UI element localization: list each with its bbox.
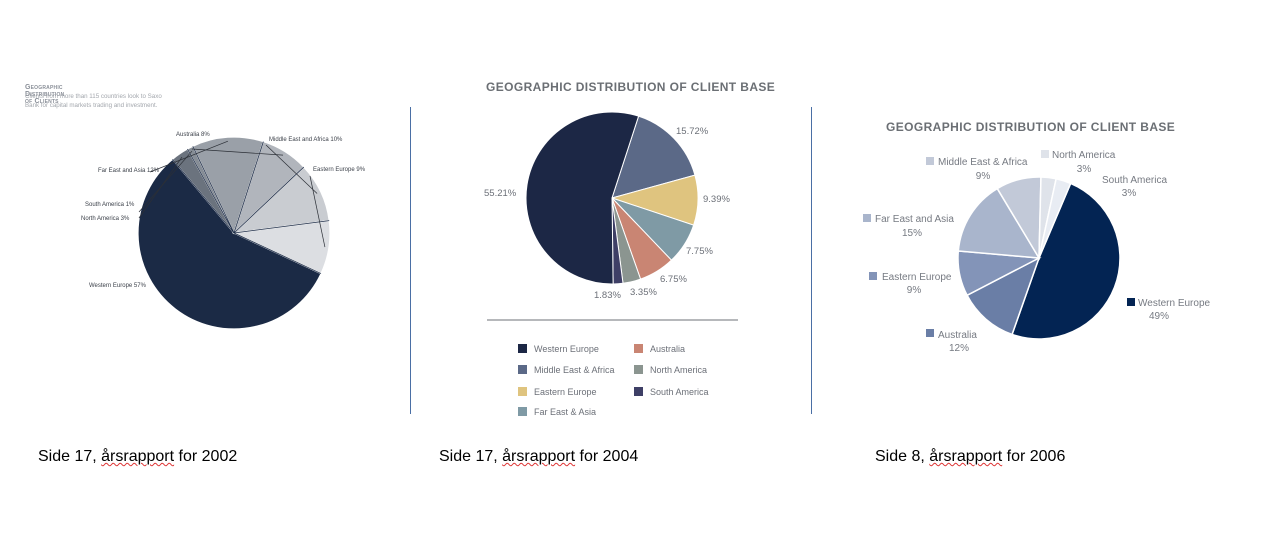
pie2002-label-middle-east-and-africa-10: Middle East and Africa 10%	[269, 137, 343, 143]
pie2004-legend-item-far-east-asia: Far East & Asia	[518, 407, 596, 417]
caption-2004-word: årsrapport	[502, 448, 576, 465]
pie2002-divider	[192, 146, 235, 234]
pie2004-legend-swatch	[634, 365, 643, 374]
chart-2002-subtitle: Clients from more than 115 countries loo…	[25, 93, 162, 109]
pie2006-slice-western-europe	[1011, 182, 1121, 340]
caption-2004-post: for 2004	[575, 448, 639, 465]
chart-2006-title: GEOGRAPHIC DISTRIBUTION OF CLIENT BASE	[886, 120, 1176, 134]
pie2006-legend-swatch-middle-east-africa	[926, 157, 934, 165]
pie2006-pct-middle-east-africa: 9%	[976, 171, 991, 182]
pie2006-legend-swatch-eastern-europe	[869, 272, 877, 280]
pie2002-slice-far-east-and-asia-12	[192, 136, 265, 235]
pie2006-pct-south-america: 3%	[1122, 188, 1137, 199]
caption-2006-post: for 2006	[1002, 448, 1066, 465]
pie2006-pct-eastern-europe: 9%	[907, 285, 922, 296]
pie2006-label-north-america: North America	[1052, 150, 1116, 161]
pie2006-label-australia: Australia	[938, 330, 977, 341]
pie2004-label-eastern-europe: 9.39%	[703, 194, 730, 205]
pie2004-legend-swatch	[518, 387, 527, 396]
pie2006-legend-swatch-north-america	[1041, 150, 1049, 158]
pie2004-legend-swatch	[518, 407, 527, 416]
pie2002-leader	[138, 150, 193, 213]
pie2004-legend-item-western-europe: Western Europe	[518, 344, 599, 354]
pie2006-slice-australia	[966, 256, 1041, 336]
pie2002-label-western-europe-57: Western Europe 57%	[89, 283, 147, 289]
pie2004-legend-label: Western Europe	[534, 344, 599, 354]
pie2006-label-eastern-europe: Eastern Europe	[882, 272, 952, 283]
pie2002-divider	[233, 141, 264, 234]
pie2002-label-australia-8: Australia 8%	[176, 132, 210, 138]
chart-2004-title: GEOGRAPHIC DISTRIBUTION OF CLIENT BASE	[486, 80, 776, 94]
pie2002-leader	[191, 148, 284, 156]
pie2006-pct-far-east-and-asia: 15%	[902, 228, 922, 239]
pie2002-divider	[187, 148, 235, 234]
pie2004-legend-swatch	[634, 344, 643, 353]
pie2002-slice-western-europe-57	[137, 158, 322, 330]
pie2006-legend-swatch-western-europe	[1127, 298, 1135, 306]
pie2004-legend-label: Middle East & Africa	[534, 365, 615, 375]
pie2004-legend-swatch	[518, 365, 527, 374]
pie2002-leader	[309, 175, 326, 248]
pie2002-label-north-america-3: North America 3%	[81, 216, 130, 222]
pie2002-leader	[265, 144, 318, 194]
pie2002-divider	[233, 166, 305, 234]
pie2006-pct-north-america: 3%	[1077, 164, 1092, 175]
pie2004-label-middle-east-africa: 15.72%	[676, 126, 709, 137]
caption-2002-post: for 2002	[174, 448, 238, 465]
pie2004-slice-western-europe	[525, 111, 640, 285]
caption-2006-word: årsrapport	[929, 448, 1003, 465]
pie2002-divider	[233, 220, 330, 234]
pie2004-label-australia: 6.75%	[660, 274, 687, 285]
caption-2002-pre: Side 17,	[38, 448, 102, 465]
divider-right	[811, 107, 812, 414]
pie2004-label-western-europe: 55.21%	[484, 188, 517, 199]
pie2004-legend-label: South America	[650, 387, 709, 397]
pie2004-legend-swatch	[634, 387, 643, 396]
caption-2004: Side 17, årsrapport for 2004	[439, 448, 638, 466]
pie2004-legend-item-eastern-europe: Eastern Europe	[518, 387, 597, 397]
caption-2006-pre: Side 8,	[875, 448, 930, 465]
pie2002-label-eastern-europe-9: Eastern Europe 9%	[313, 167, 366, 173]
divider-left	[410, 107, 411, 414]
pie2004-legend-label: North America	[650, 365, 707, 375]
caption-2002-word: årsrapport	[101, 448, 175, 465]
pie2004-legend-item-middle-east-africa: Middle East & Africa	[518, 365, 615, 375]
pie2004-legend-item-south-america: South America	[634, 387, 709, 397]
pie2004-label-far-east-asia: 7.75%	[686, 246, 713, 257]
pie2004-legend-label: Eastern Europe	[534, 387, 597, 397]
pie2002-divider	[233, 232, 322, 274]
caption-2002: Side 17, årsrapport for 2002	[38, 448, 237, 466]
pie2004-legend-item-north-america: North America	[634, 365, 707, 375]
chart-2004-svg: 55.21% 15.72% 9.39% 7.75% 6.75%3.35% 1.83% Wes…	[484, 111, 738, 417]
pie2006-slice-far-east-and-asia	[957, 187, 1041, 259]
pie2004-legend-label: Australia	[650, 344, 685, 354]
pie2006-label-western-europe: Western Europe	[1138, 298, 1211, 309]
pie2002-label-far-east-and-asia-12: Far East and Asia 12%	[98, 168, 160, 174]
chart-2006-svg: Western Europe 49% Australia 12% Eastern Eur…	[863, 150, 1211, 354]
pie2006-pct-western-europe: 49%	[1149, 311, 1169, 322]
pie2004-legend-label: Far East & Asia	[534, 407, 596, 417]
pie2006-slice-south-america	[1038, 177, 1072, 259]
pie2004-label-south-america: 1.83%	[594, 290, 621, 301]
pie2006-label-far-east-and-asia: Far East and Asia	[875, 214, 954, 225]
pie2006-legend-swatch-australia	[926, 329, 934, 337]
chart-2002-svg: Western Europe 57% North America 3% South …	[81, 132, 366, 330]
pie2002-divider	[172, 158, 235, 234]
pie2006-label-middle-east-africa: Middle East & Africa	[938, 157, 1028, 168]
pie2006-label-south-america: South America	[1102, 175, 1167, 186]
pie2004-legend-swatch	[518, 344, 527, 353]
pie2004-legend-item-australia: Australia	[634, 344, 685, 354]
pie2006-pct-australia: 12%	[949, 343, 969, 354]
pie2006-legend-swatch-far-east-and-asia	[863, 214, 871, 222]
pie2004-label-north-america: 3.35%	[630, 287, 657, 298]
caption-2004-pre: Side 17,	[439, 448, 503, 465]
pie2004-slice-middle-east-africa	[611, 115, 696, 199]
pie2002-leader	[149, 140, 229, 173]
caption-2006: Side 8, årsrapport for 2006	[875, 448, 1065, 466]
chart-2002-title: Geographic Distribution of Clients	[25, 84, 65, 105]
pie2002-label-south-america-1: South America 1%	[85, 202, 135, 208]
